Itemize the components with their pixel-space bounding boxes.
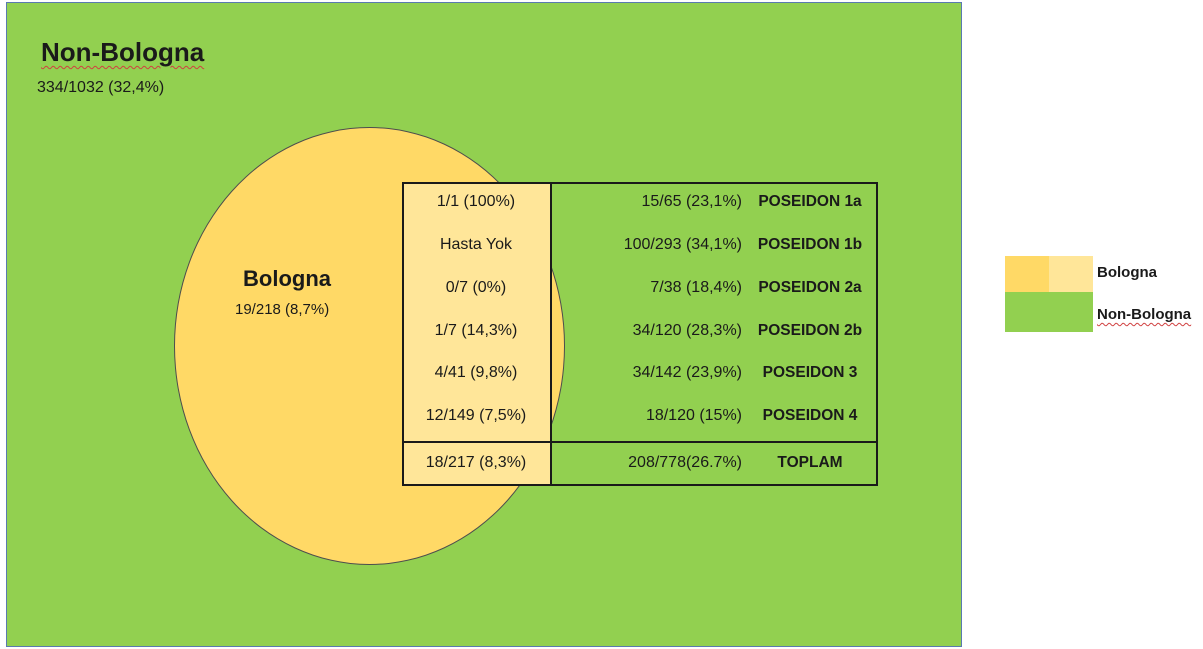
non-bologna-total: 208/778(26.7%) <box>628 454 742 471</box>
bologna-cell: 12/149 (7,5%) <box>425 407 527 424</box>
table-row: 1/7 (14,3%) 34/120 (28,3%) POSEIDON 2b <box>402 312 878 350</box>
table-row: 12/149 (7,5%) 18/120 (15%) POSEIDON 4 <box>402 397 878 435</box>
row-label: POSEIDON 1a <box>758 193 862 210</box>
non-bologna-cell: 100/293 (34,1%) <box>623 236 742 253</box>
legend-label-non-bologna: Non-Bologna <box>1097 306 1192 323</box>
non-bologna-cell: 18/120 (15%) <box>645 407 742 424</box>
bologna-cell: 4/41 (9,8%) <box>434 364 518 381</box>
row-label: POSEIDON 4 <box>762 407 858 424</box>
non-bologna-cell: 34/120 (28,3%) <box>632 322 742 339</box>
row-label: POSEIDON 1b <box>757 236 863 253</box>
bologna-cell: 1/7 (14,3%) <box>434 322 518 339</box>
bologna-total: 18/217 (8,3%) <box>425 454 527 471</box>
non-bologna-cell: 34/142 (23,9%) <box>632 364 742 381</box>
legend-swatch-bologna <box>1005 256 1049 292</box>
table-border <box>402 182 878 486</box>
non-bologna-title: Non-Bologna <box>41 37 205 67</box>
table-row: Hasta Yok 100/293 (34,1%) POSEIDON 1b <box>402 226 878 264</box>
bologna-cell: 1/1 (100%) <box>436 193 516 210</box>
bologna-cell: Hasta Yok <box>439 236 513 253</box>
bologna-cell: 0/7 (0%) <box>445 279 507 296</box>
non-bologna-cell: 15/65 (23,1%) <box>641 193 742 210</box>
total-row: 18/217 (8,3%) 208/778(26.7%) TOPLAM <box>402 444 878 482</box>
non-bologna-cell: 7/38 (18,4%) <box>650 279 742 296</box>
non-bologna-value: 334/1032 (32,4%) <box>37 79 165 96</box>
row-label: POSEIDON 2a <box>758 279 862 296</box>
bologna-title: Bologna <box>243 266 331 291</box>
total-label: TOPLAM <box>777 454 843 471</box>
legend-swatch-bologna-light <box>1049 256 1093 292</box>
column-divider <box>550 182 552 486</box>
legend-label-bologna: Bologna <box>1097 264 1157 281</box>
row-label: POSEIDON 2b <box>757 322 863 339</box>
legend-swatch-non-bologna <box>1005 292 1093 332</box>
row-label: POSEIDON 3 <box>762 364 858 381</box>
bologna-overlap-column <box>402 182 552 485</box>
table-row: 1/1 (100%) 15/65 (23,1%) POSEIDON 1a <box>402 183 878 221</box>
table-row: 4/41 (9,8%) 34/142 (23,9%) POSEIDON 3 <box>402 354 878 392</box>
diagram-canvas: Non-Bologna 334/1032 (32,4%) Bologna 19/… <box>6 2 962 647</box>
total-divider <box>402 441 878 443</box>
bologna-value: 19/218 (8,7%) <box>235 301 330 318</box>
table-row: 0/7 (0%) 7/38 (18,4%) POSEIDON 2a <box>402 269 878 307</box>
